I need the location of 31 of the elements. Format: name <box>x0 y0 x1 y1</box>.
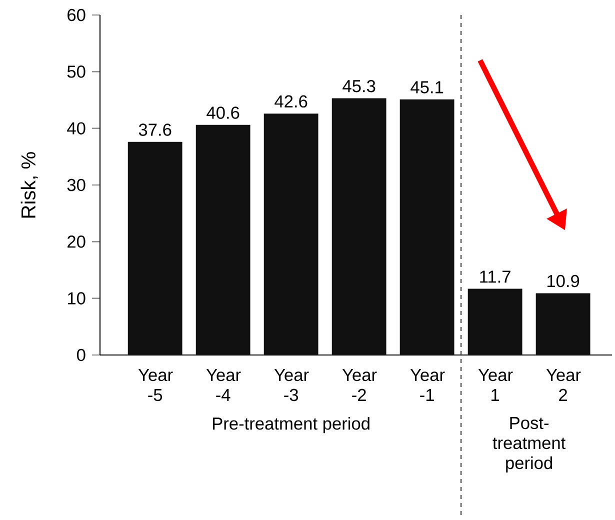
x-tick-label: Year -1 <box>410 369 445 401</box>
data-label: 10.9 <box>547 274 580 288</box>
x-tick-label: Year -5 <box>138 369 173 402</box>
y-tick-label: 10 <box>68 292 86 304</box>
data-label: 42.6 <box>274 95 308 108</box>
text: Pre-treatment period <box>213 417 370 434</box>
bar <box>264 114 318 355</box>
bar <box>536 293 590 355</box>
bar <box>128 142 182 355</box>
y-tick-label: 0 <box>76 348 86 362</box>
x-tick-label: Year -3 <box>274 369 309 402</box>
data-label: 11.7 <box>480 270 510 283</box>
y-tick-label: 50 <box>67 66 86 78</box>
x-tick-label: Year 1 <box>478 369 513 401</box>
x-tick-label: Year 2 <box>546 369 581 401</box>
y-tick-label: 40 <box>67 122 86 134</box>
y-axis-title: Risk, % <box>20 152 38 218</box>
data-label: 40.6 <box>206 106 240 119</box>
bar <box>196 124 250 355</box>
x-tick-label: Year -4 <box>206 369 241 401</box>
bar <box>468 288 522 355</box>
text: Post-treatment period <box>492 417 566 473</box>
y-tick-label: 20 <box>68 236 86 248</box>
bar <box>332 98 386 355</box>
data-label: 37.6 <box>138 124 172 136</box>
data-label: 45.3 <box>342 80 376 92</box>
y-tick-label: 30 <box>67 178 86 192</box>
bar <box>400 99 454 355</box>
y-tick-label: 60 <box>68 8 86 22</box>
x-tick-label: Year -2 <box>342 369 377 401</box>
data-label: 45.1 <box>410 81 444 94</box>
